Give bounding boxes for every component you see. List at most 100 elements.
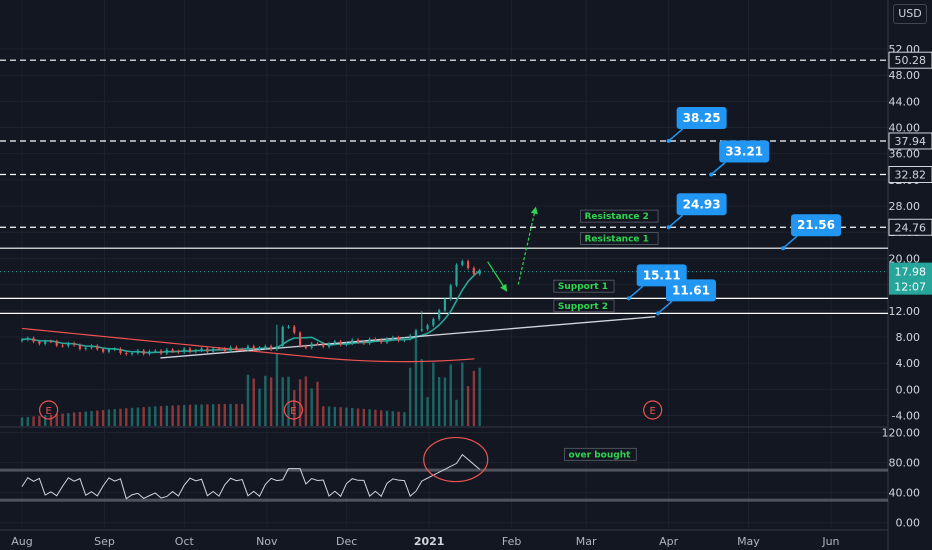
volume-bar — [327, 406, 331, 426]
volume-bar — [293, 390, 296, 426]
candle — [310, 343, 313, 348]
level-label: Resistance 2 — [584, 212, 648, 222]
level-axis-tag — [888, 218, 932, 236]
support-trend — [160, 316, 656, 359]
up-arrow — [517, 206, 538, 285]
earnings-marker-label: E — [649, 406, 655, 417]
volume-bar — [240, 403, 244, 426]
candle — [356, 339, 360, 343]
candle — [188, 348, 192, 352]
level-axis-tag — [888, 51, 932, 69]
volume-bar — [322, 406, 325, 426]
volume-bar — [466, 386, 470, 426]
candle — [432, 319, 435, 326]
candle — [420, 329, 423, 331]
volume-bar — [437, 377, 441, 426]
candles — [20, 259, 481, 356]
volume-bar — [61, 413, 64, 426]
rsi-tick-label: 120.00 — [882, 427, 921, 440]
candle — [258, 347, 261, 350]
price-tick-label: 44.00 — [889, 95, 921, 108]
level-label-box — [553, 299, 615, 313]
rsi-line — [21, 453, 481, 500]
volume-bar — [159, 406, 163, 426]
horizontal-levels — [0, 59, 888, 314]
candle — [304, 346, 307, 348]
volume-bar — [310, 388, 313, 426]
price-tick-label: 8.00 — [896, 331, 921, 344]
callout-anchor — [666, 138, 671, 143]
candle — [148, 351, 151, 354]
candle — [235, 347, 238, 350]
callout-pointer — [657, 300, 673, 314]
volume-bar — [165, 405, 169, 426]
level-axis-label: 50.28 — [895, 54, 927, 67]
volume-bar — [38, 415, 41, 426]
volume-bar — [20, 417, 24, 426]
candle — [125, 353, 128, 355]
volume-bar — [142, 407, 145, 426]
volume-bar — [171, 405, 174, 426]
candle — [154, 350, 157, 352]
volume-bar — [368, 409, 371, 426]
candle — [270, 346, 273, 350]
volume-bar — [26, 416, 29, 426]
time-tick-label: Apr — [659, 535, 679, 548]
volume-bar — [414, 332, 418, 426]
volume-bar — [235, 403, 238, 426]
current-price-tag — [889, 262, 932, 295]
time-tick-label: Oct — [175, 535, 195, 548]
volume-bar — [345, 407, 348, 426]
volume-bar — [217, 404, 221, 426]
rsi-tick-label: 80.00 — [889, 457, 921, 470]
grid — [0, 0, 889, 550]
candle — [32, 338, 35, 342]
volume-bar — [403, 412, 406, 426]
candle — [194, 350, 197, 352]
level-label: Resistance 1 — [584, 234, 648, 244]
time-tick-label: Sep — [94, 535, 115, 548]
candle — [391, 337, 394, 339]
volume-bar — [432, 362, 435, 426]
currency-button[interactable]: USD — [893, 4, 927, 24]
candle — [26, 338, 29, 340]
volume-bars — [20, 332, 481, 426]
volume-bar — [408, 367, 412, 426]
rsi-band-line — [0, 498, 888, 502]
volume-bar — [49, 414, 53, 426]
price-tick-label: 0.00 — [896, 383, 921, 396]
candle — [78, 345, 82, 349]
price-tick-label: -4.00 — [892, 410, 920, 423]
volume-bar — [356, 408, 360, 426]
candle — [130, 353, 134, 355]
candle — [171, 349, 174, 352]
down-arrow — [487, 261, 508, 292]
earnings-marker-label: E — [290, 406, 296, 417]
level-label-box — [553, 279, 615, 293]
volume-bar — [119, 408, 122, 426]
target-callout-label: 15.11 — [643, 268, 681, 282]
volume-bar — [183, 405, 186, 426]
candle — [119, 348, 122, 354]
callout-anchor — [666, 225, 671, 230]
volume-bar — [206, 404, 209, 426]
candle — [107, 349, 111, 352]
volume-bar — [258, 388, 261, 426]
candle — [183, 348, 186, 353]
candle — [438, 310, 441, 320]
volume-bar — [107, 409, 111, 426]
volume-bar — [472, 370, 476, 426]
volume-bar — [84, 411, 87, 426]
time-tick-label: May — [737, 535, 760, 548]
candle — [397, 337, 400, 341]
candle — [316, 343, 319, 345]
volume-bar — [478, 367, 481, 426]
level-label-box — [564, 447, 637, 461]
candle — [241, 349, 244, 351]
target-callout-label: 38.25 — [683, 111, 721, 125]
time-tick-label: Feb — [502, 535, 521, 548]
candle — [212, 348, 215, 352]
candle — [20, 339, 24, 341]
candle — [472, 268, 475, 275]
